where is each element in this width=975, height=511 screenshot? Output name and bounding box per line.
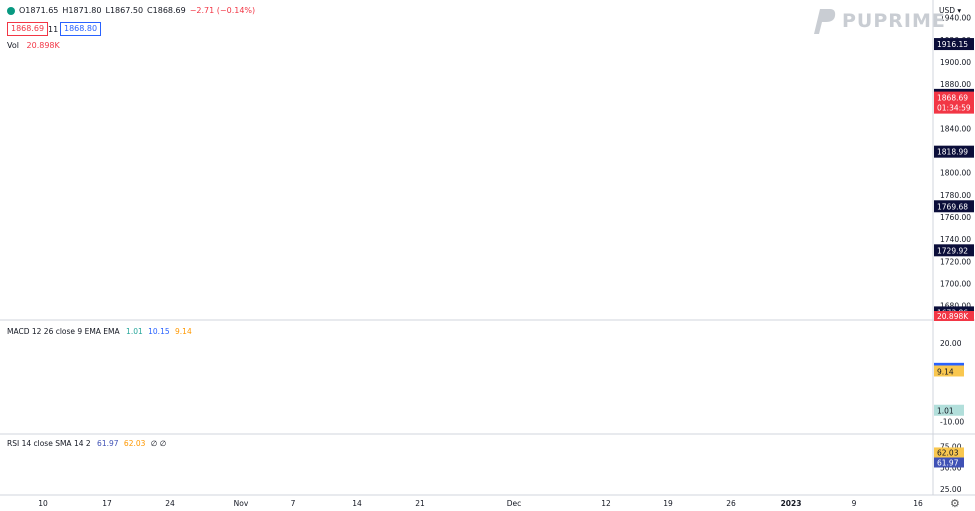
price-tick-label: 1680.00 [940,302,971,311]
ask-button[interactable]: 1868.80 [60,22,102,36]
low-value: L1867.50 [105,6,144,15]
price-tick-label: 1940.00 [940,14,971,23]
macd-value-tag [934,404,964,416]
volume-legend: Vol 20.898K [7,41,60,50]
change-value: −2.71 (−0.14%) [189,6,256,15]
level-label-bg [934,145,974,158]
rsi-legend: RSI 14 close SMA 14 2 61.97 62.03 ∅ ∅ [7,439,166,448]
price-tick-label: 1720.00 [940,257,971,266]
level-label-bg [934,38,974,51]
rsi-tick-label: 75.00 [940,442,962,451]
price-tick-label: 1760.00 [940,213,971,222]
open-value: O1871.65 [19,6,59,15]
spread-value: 11 [48,25,59,34]
rsi-value: 61.97 [97,439,119,448]
time-tick-label: 16 [913,499,923,508]
level-label: 1818.99 [937,148,968,157]
time-tick-label: 24 [165,499,175,508]
current-price-label: 1868.69 [937,94,968,103]
time-tick-label: 10 [38,499,48,508]
rsi-legend-label: RSI 14 close SMA 14 2 [7,439,91,448]
countdown-label: 01:34:59 [937,104,971,113]
time-tick-label: 7 [291,499,296,508]
macd-value-tag-label: 9.14 [937,367,954,376]
brand-logo: PUPRIME [808,6,946,36]
brand-name: PUPRIME [842,10,946,32]
volume-axis-label: 20.898K [937,312,969,321]
time-tick-label: 19 [663,499,673,508]
rsi-sma-value: 62.03 [123,439,146,448]
time-tick-label: Nov [234,499,249,508]
time-tick-label: Dec [507,499,522,508]
currency-label[interactable]: USD ▾ [939,6,962,15]
rsi-extra-value: ∅ ∅ [150,439,167,448]
macd-value-tag [934,365,964,377]
price-tick-label: 1780.00 [940,191,971,200]
macd-tick-label: 20.00 [940,339,962,348]
price-tick-label: 1880.00 [940,80,971,89]
macd-value: 10.15 [148,327,170,336]
time-tick-label: 12 [601,499,611,508]
time-tick-label: 17 [102,499,112,508]
price-tick-label: 1900.00 [940,58,971,67]
macd-tick-label: -10.00 [940,418,964,427]
bid-button[interactable]: 1868.69 [7,22,49,36]
close-value: C1868.69 [147,6,186,15]
current-price-bg [934,91,974,114]
macd-legend-label: MACD 12 26 close 9 EMA EMA [7,327,120,336]
time-tick-label: 9 [852,499,857,508]
macd-hist-value: 1.01 [126,327,143,336]
price-tick-label: 1840.00 [940,124,971,133]
vol-value: 20.898K [26,41,60,50]
high-value: H1871.80 [62,6,102,15]
status-dot-icon [7,6,15,15]
rsi-value-tag-label: 61.97 [937,458,959,467]
volume-label-bg [934,311,974,321]
rsi-tick-label: 25.00 [940,485,962,494]
settings-gear-icon[interactable]: ⚙ [950,497,960,510]
time-tick-label: 2023 [781,499,802,508]
price-tick-label: 1800.00 [940,169,971,178]
level-label: 1729.92 [937,246,968,255]
rsi-tick-label: 50.00 [940,464,962,473]
level-label-bg [934,200,974,213]
rsi-sma-tag [934,447,964,458]
level-label: 1769.68 [937,202,968,211]
price-tick-label: 1700.00 [940,279,971,288]
rsi-sma-tag-label: 62.03 [937,448,959,457]
vol-label: Vol [7,41,19,50]
currency-text: USD [939,6,956,15]
level-label-bg [934,244,974,257]
level-label: 1916.15 [937,40,968,49]
brand-mark-icon [814,9,836,34]
time-tick-label: 14 [352,499,362,508]
time-tick-label: 21 [415,499,425,508]
macd-signal-value: 9.14 [175,327,192,336]
price-tick-label: 1740.00 [940,235,971,244]
ohlc-legend: O1871.65 H1871.80 L1867.50 C1868.69 −2.7… [7,6,255,15]
macd-legend: MACD 12 26 close 9 EMA EMA 1.01 10.15 9.… [7,327,192,336]
time-tick-label: 26 [726,499,736,508]
macd-value-tag-label: 1.01 [937,407,954,416]
rsi-value-tag [934,457,964,468]
